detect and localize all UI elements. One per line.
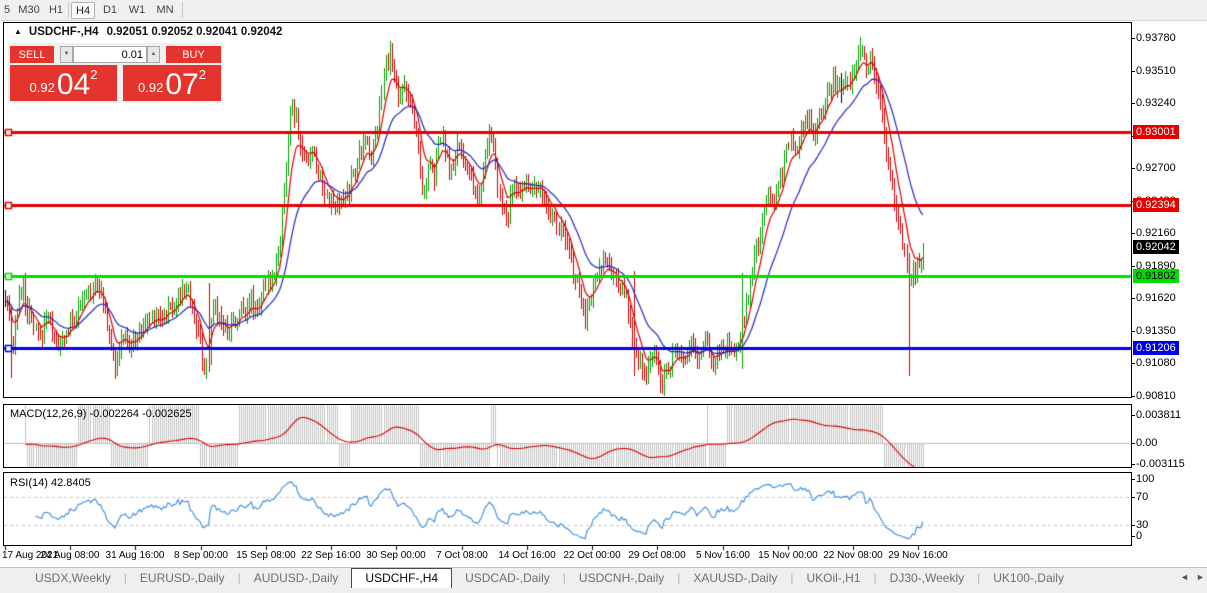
timeframe-button-d1[interactable]: D1 [102,4,118,16]
macd-axis-tick: 0.00 [1131,437,1157,449]
rsi-axis-tick: 30 [1131,519,1148,531]
price-axis-tick: 0.92700 [1131,162,1176,174]
chart-tab-usdchf-h4[interactable]: USDCHF-,H4 [351,568,453,588]
tab-scroll-right-icon[interactable]: ► [1196,572,1205,582]
price-badge: 0.93001 [1133,124,1179,139]
date-axis-label: 15 Nov 00:00 [758,550,818,561]
rsi-axis-tick: 0 [1131,530,1142,542]
timeframe-button-h1[interactable]: H1 [48,4,64,16]
date-axis-label: 22 Sep 16:00 [301,550,361,561]
toolbar-separator [68,2,69,18]
price-badge: 0.92042 [1133,240,1179,255]
date-axis-label: 7 Oct 08:00 [436,550,488,561]
tab-separator: | [873,571,877,585]
rsi-axis-tick: 70 [1131,491,1148,503]
date-axis-label: 22 Nov 08:00 [823,550,883,561]
volume-increase-button[interactable]: ▲ [147,46,160,63]
price-badge: 0.92394 [1133,198,1179,213]
date-axis-label: 5 Nov 16:00 [696,550,750,561]
date-axis-label: 8 Sep 00:00 [174,550,228,561]
collapse-panel-icon[interactable]: ▲ [14,27,22,36]
price-axis-tick: 0.93780 [1131,32,1176,44]
price-axis-tick: 0.90810 [1131,390,1176,402]
sell-button[interactable]: SELL [10,46,54,63]
sell-price-point: 2 [90,67,98,82]
tab-separator: | [677,571,681,585]
date-axis-label: 31 Aug 16:00 [105,550,165,561]
volume-input[interactable] [73,46,147,63]
date-axis-label: 15 Sep 08:00 [236,550,296,561]
buy-button[interactable]: BUY [166,46,221,63]
timeframe-button-m5[interactable]: 5 [4,4,11,16]
chart-tab-uk100-daily[interactable]: UK100-,Daily [993,571,1064,585]
chart-header: ▲ USDCHF-,H4 0.92051 0.92052 0.92041 0.920… [14,26,282,38]
timeframe-button-mn[interactable]: MN [156,4,174,16]
price-axis-tick: 0.93240 [1131,97,1176,109]
sell-price-button[interactable]: 0.92 04 2 [10,65,117,101]
date-axis-label: 24 Aug 08:00 [40,550,100,561]
chart-tab-usdcad-daily[interactable]: USDCAD-,Daily [465,571,550,585]
date-axis-label: 14 Oct 16:00 [498,550,556,561]
chart-tab-usdx-weekly[interactable]: USDX,Weekly [35,571,111,585]
rsi-axis-tick: 100 [1131,473,1154,485]
status-strip [0,588,1207,593]
chart-tab-audusd-daily[interactable]: AUDUSD-,Daily [253,571,339,585]
chart-tab-ukoil-h1[interactable]: UKOil-,H1 [806,571,861,585]
timeframe-button-h4[interactable]: H4 [71,2,95,19]
timeframe-button-w1[interactable]: W1 [128,4,146,16]
tab-separator: | [562,571,566,585]
macd-main-value: -0.002264 [89,408,140,420]
chart-tab-usdcnh-daily[interactable]: USDCNH-,Daily [578,571,665,585]
one-click-trade-panel: SELL ▼ ▲ BUY 0.92 04 2 0.92 07 2 [8,43,223,103]
tab-separator: | [123,571,127,585]
price-axis-tick: 0.91350 [1131,325,1176,337]
chart-symbol-title: USDCHF-,H4 [28,26,99,38]
date-axis-label: 22 Oct 00:00 [563,550,621,561]
date-axis-label: 29 Oct 08:00 [628,550,686,561]
rsi-value: 42.8405 [50,477,91,489]
timeframe-toolbar: 5 M30 H1 H4 D1 W1 MN [0,0,1207,21]
chart-tab-dj30-weekly[interactable]: DJ30-,Weekly [889,571,965,585]
price-axis-tick: 0.91620 [1131,292,1176,304]
price-axis-tick: 0.91080 [1131,357,1176,369]
price-axis-tick: 0.93510 [1131,65,1176,77]
price-axis-tick: 0.92160 [1131,227,1176,239]
price-badge: 0.91802 [1133,269,1179,284]
macd-axis-tick: -0.003115 [1131,458,1185,470]
date-axis-label: 17 Aug 2021 [2,550,59,561]
date-axis-label: 29 Nov 16:00 [888,550,948,561]
buy-price-button[interactable]: 0.92 07 2 [123,65,221,101]
chart-tab-xauusd-daily[interactable]: XAUUSD-,Daily [693,571,778,585]
macd-label: MACD(12,26,9) -0.002264 -0.002625 [10,408,192,420]
tab-separator: | [790,571,794,585]
tab-separator: | [977,571,981,585]
rsi-label: RSI(14) 42.8405 [10,477,91,489]
tab-scroll-left-icon[interactable]: ◄ [1180,572,1189,582]
price-badge: 0.91206 [1133,341,1179,356]
timeframe-button-m30[interactable]: M30 [18,4,40,16]
chart-tab-bar: USDX,Weekly | EURUSD-,Daily | AUDUSD-,Daily U… [0,567,1207,588]
buy-price-prefix: 0.92 [138,80,164,95]
tab-separator: | [237,571,241,585]
price-axis-tick: 0.91890 [1131,260,1176,272]
chart-ohlc-quotes: 0.92051 0.92052 0.92041 0.92042 [106,26,283,38]
chart-tab-eurusd-daily[interactable]: EURUSD-,Daily [139,571,225,585]
sell-price-prefix: 0.92 [29,80,55,95]
buy-price-point: 2 [198,67,206,82]
sell-price-pips: 04 [56,68,91,101]
macd-name: MACD(12,26,9) [10,408,87,420]
macd-signal-value: -0.002625 [142,408,192,420]
date-axis-label: 30 Sep 00:00 [366,550,426,561]
macd-axis-tick: 0.003811 [1131,409,1181,421]
toolbar-separator [182,2,183,18]
buy-price-pips: 07 [165,68,199,101]
rsi-name: RSI(14) [10,477,48,489]
volume-decrease-button[interactable]: ▼ [60,46,73,63]
